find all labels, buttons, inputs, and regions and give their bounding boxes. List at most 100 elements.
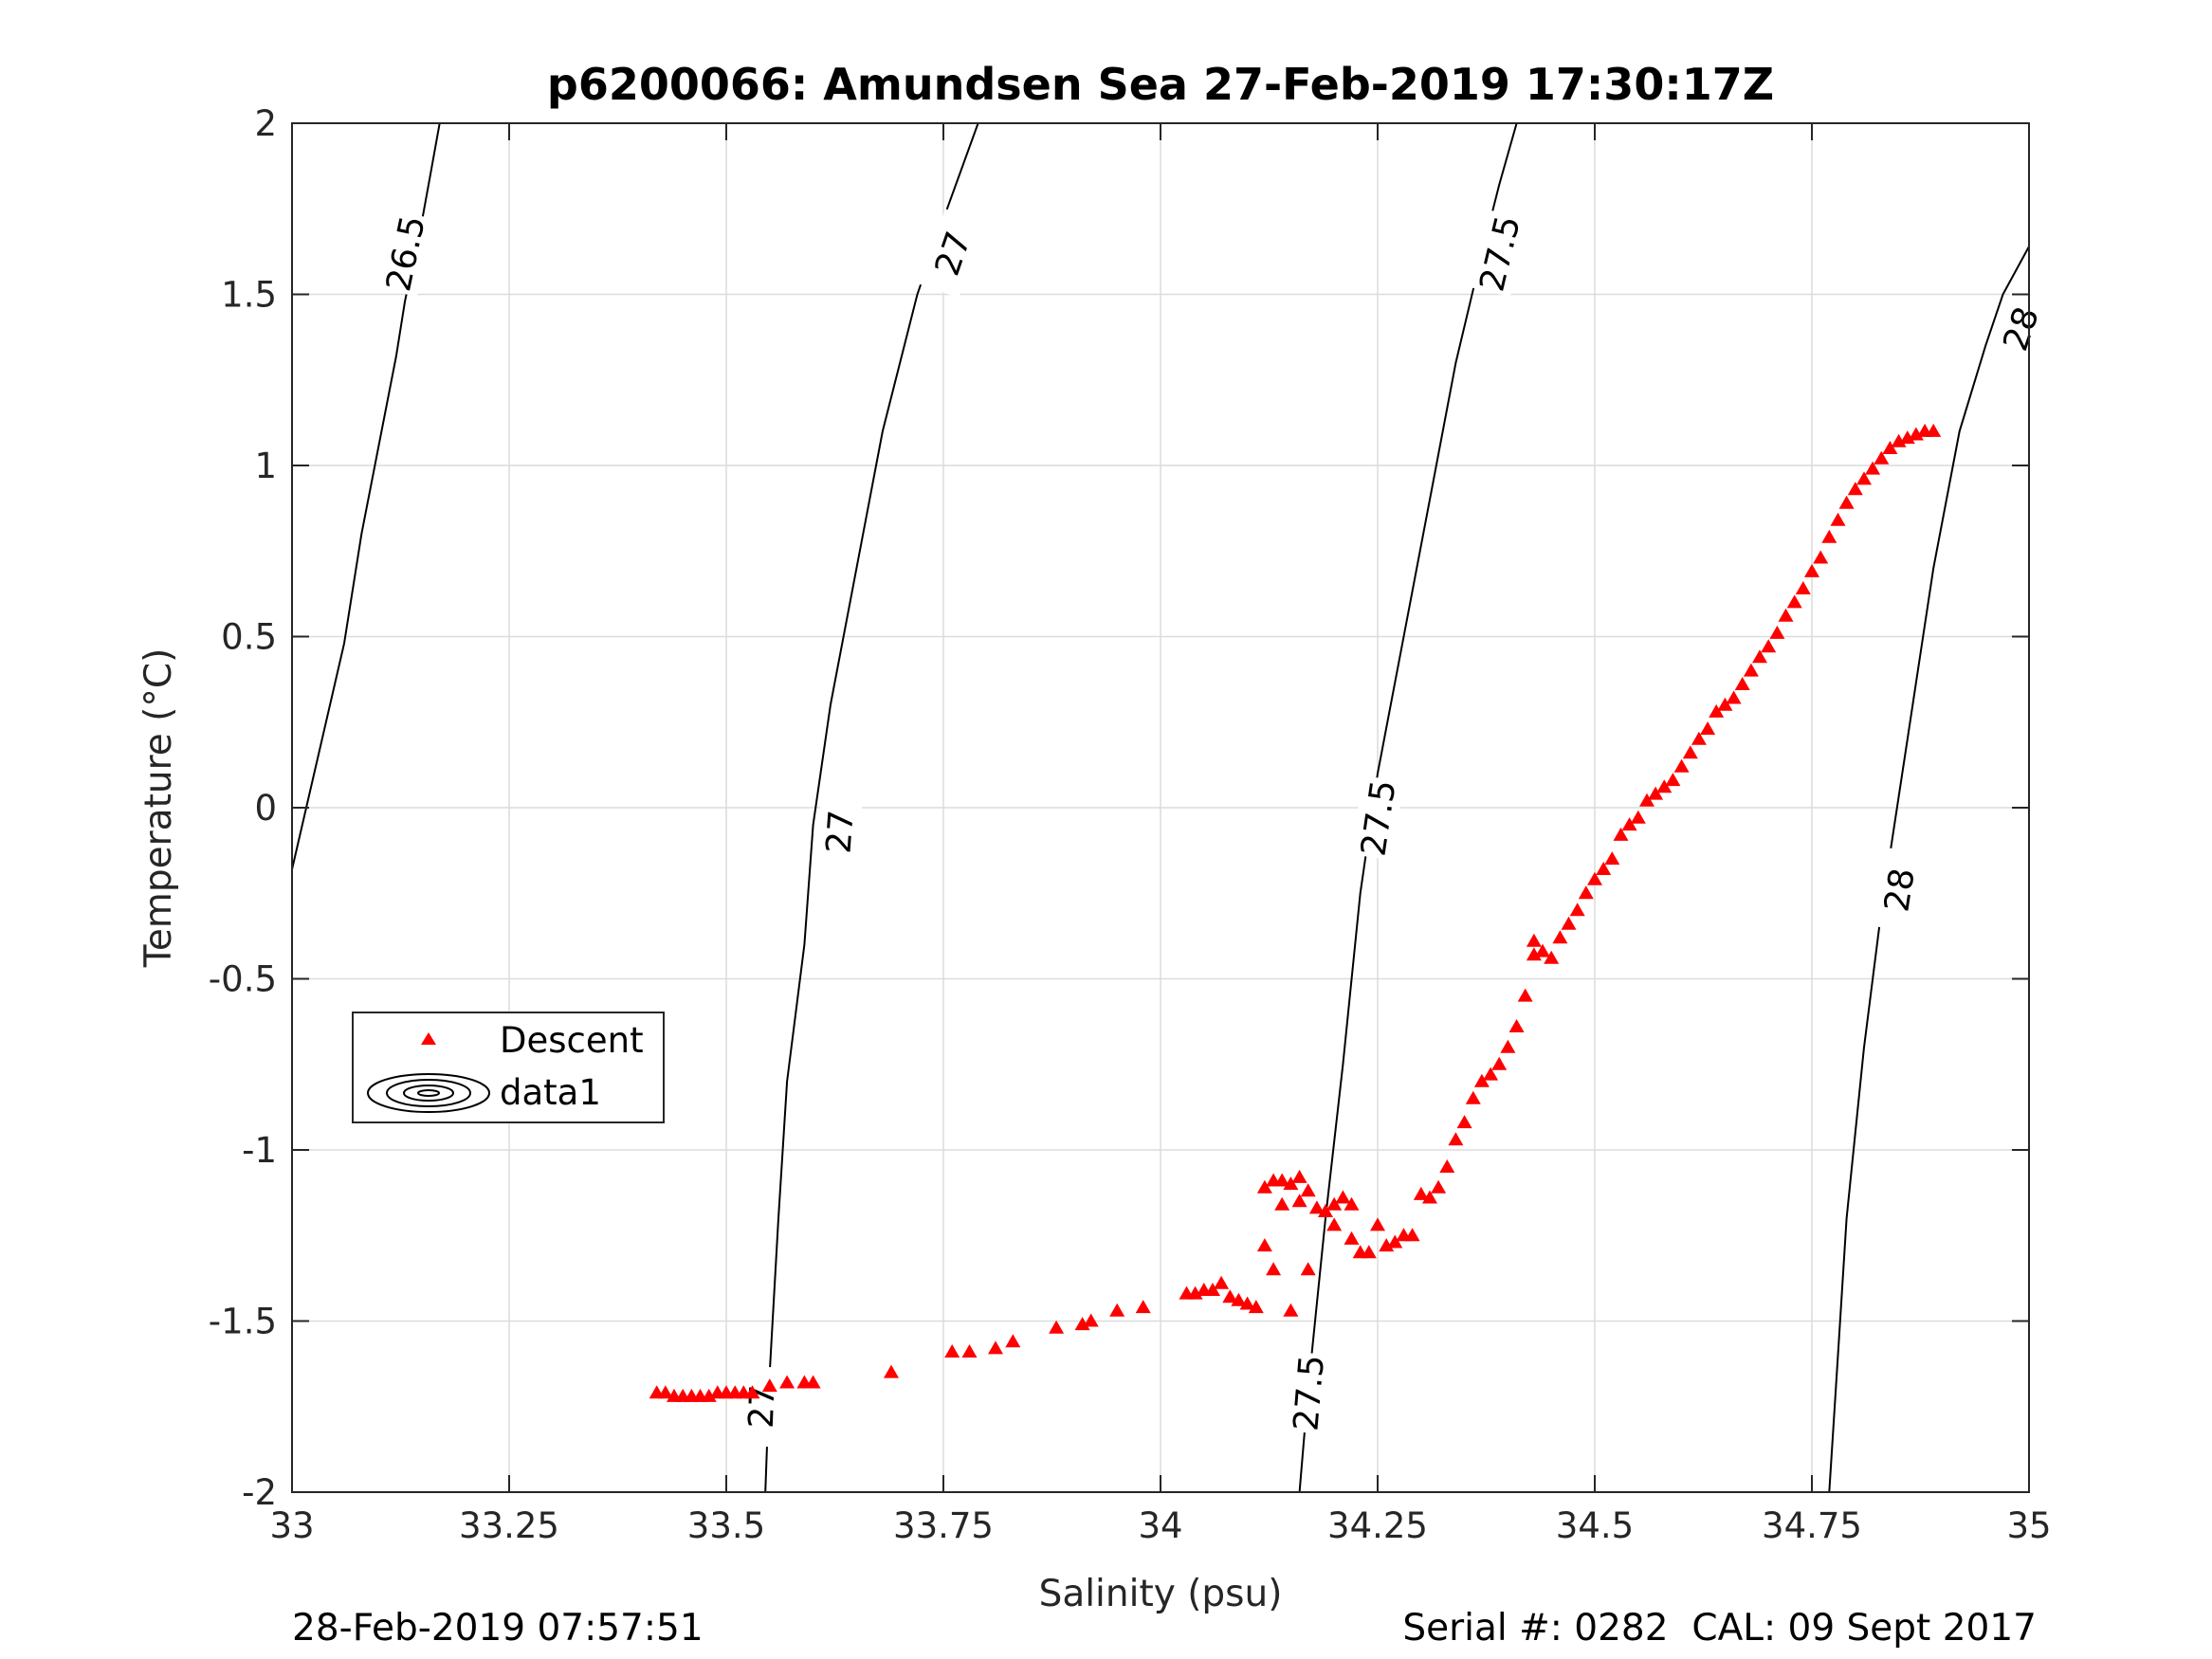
descent-point [1274,1196,1290,1211]
descent-point [1413,1186,1429,1200]
contour-label-bg [1987,283,2054,374]
descent-point [1239,1296,1255,1310]
descent-point [1630,810,1646,824]
descent-point [944,1344,960,1358]
contour-label-bg [815,790,864,873]
chart-title: p6200066: Amundsen Sea 27-Feb-2019 17:30… [547,59,1774,110]
descent-point [1465,1090,1481,1104]
descent-point [1266,1262,1282,1276]
descent-point [1604,851,1620,866]
descent-point [1517,988,1533,1002]
descent-point [1891,433,1907,447]
contour-label-text: 27 [820,809,862,855]
contour-label-text: 28 [1877,866,1922,914]
descent-point [1135,1300,1151,1314]
descent-point [1682,745,1698,759]
descent-point [884,1364,899,1378]
descent-point [1761,639,1777,653]
descent-point [1404,1228,1420,1242]
descent-point [1005,1334,1021,1348]
descent-point [1908,427,1924,441]
contour-label-bg [1872,847,1926,933]
footer-timestamp: 28-Feb-2019 07:57:51 [292,1607,704,1650]
descent-point [1709,703,1725,718]
contour-label-text: 27.5 [1287,1354,1332,1432]
x-tick-label: 34.25 [1327,1505,1428,1546]
contour-label: 28 [1987,283,2054,374]
descent-point [1769,625,1785,639]
descent-point [1083,1313,1099,1327]
descent-point [1291,1169,1307,1183]
descent-point [1587,871,1602,885]
x-tick-label: 34.75 [1762,1505,1862,1546]
descent-point [961,1344,978,1358]
x-tick-label: 33.5 [687,1505,765,1546]
descent-point [1274,1173,1290,1187]
descent-point [1326,1196,1343,1211]
y-tick-label: -0.5 [209,959,277,1000]
descent-point [1847,482,1863,496]
legend: Descent data1 [352,1012,665,1123]
descent-point [1231,1292,1247,1306]
descent-point [1491,1056,1508,1070]
y-axis-ticks: -2 -1.5 -1 -0.5 0 0.5 1 1.5 2 [209,103,2029,1513]
descent-point [1049,1320,1065,1334]
descent-point [1308,1200,1325,1214]
descent-point [1500,1039,1516,1053]
descent-point [1639,793,1654,807]
descent-point [1874,450,1890,465]
y-tick-label: 0.5 [221,617,277,658]
descent-point [1318,1204,1333,1217]
contour-label: 27.5 [1470,210,1529,298]
contour-label: 28 [1872,847,1926,933]
descent-point [1335,1190,1351,1204]
descent-point [1899,430,1915,445]
descent-point [1248,1300,1264,1314]
descent-point [1838,495,1855,509]
descent-point [1326,1217,1343,1231]
descent-point [1544,950,1560,964]
descent-point [1621,817,1637,831]
descent-point [1448,1132,1464,1146]
y-tick-label: 1 [254,446,277,486]
x-tick-label: 34.5 [1556,1505,1634,1546]
contour-label: 27.5 [1284,1351,1333,1434]
descent-point [779,1375,795,1389]
descent-point [1665,773,1681,787]
descent-point [1187,1285,1203,1300]
descent-point [1926,423,1942,437]
y-tick-label: -1.5 [209,1302,277,1342]
y-tick-label: 0 [254,788,277,829]
descent-point [1300,1262,1316,1276]
descent-point [1387,1234,1403,1249]
contour-line [291,122,441,870]
descent-point [1214,1275,1230,1289]
descent-point [1483,1066,1499,1081]
contour-label-bg [1470,210,1529,298]
descent-point [1743,663,1759,677]
descent-point [1422,1190,1437,1204]
contour-label-bg [1284,1351,1333,1434]
descent-point [1431,1179,1447,1194]
footer-serial-cal: Serial #: 0282 CAL: 09 Sept 2017 [1402,1607,2037,1650]
x-axis-label: Salinity (psu) [1039,1573,1283,1615]
x-tick-label: 35 [2006,1505,2051,1546]
descent-point [1526,933,1542,947]
descent-point [805,1375,821,1389]
descent-point [1344,1196,1360,1211]
descent-point [1361,1245,1377,1259]
contour-label-text: 26.5 [379,212,433,295]
contour-label: 27.5 [1351,775,1404,861]
legend-descent-marker [421,1032,436,1045]
contour-label: 27 [739,1366,784,1448]
descent-point [1370,1217,1385,1231]
descent-point [1344,1231,1360,1245]
descent-point [1648,786,1664,800]
descent-point [1656,779,1673,793]
density-contours: 26.5 27 27 27 27.5 27.5 27.5 28 28 [291,122,2054,1493]
descent-point [1300,1183,1316,1197]
descent-point [1256,1179,1272,1194]
descent-point [1283,1303,1299,1317]
descent-point [1561,916,1577,930]
